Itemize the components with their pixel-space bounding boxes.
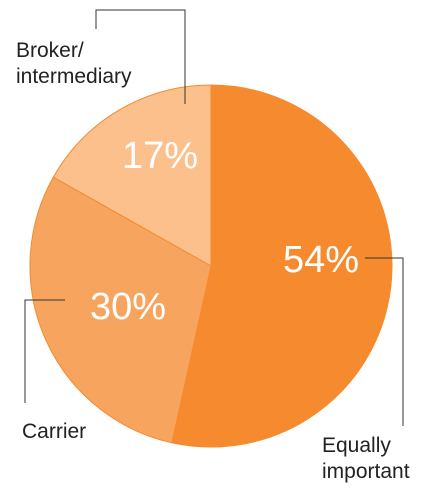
slice-category-label-line: important <box>322 460 410 483</box>
leader-line <box>24 299 65 403</box>
slice-category-label-line: Broker/ <box>16 39 84 62</box>
slice-category-label-line: Carrier <box>22 420 86 443</box>
leader-line <box>95 9 186 104</box>
pie-slices <box>29 84 393 448</box>
leader-line <box>365 257 404 426</box>
slice-value-label: 17% <box>122 135 198 177</box>
slice-category-label: Carrier <box>22 420 86 443</box>
pie-slice-carrier <box>29 176 212 444</box>
slice-category-label: Broker/intermediary <box>16 39 132 88</box>
slice-value-label: 54% <box>283 239 359 281</box>
slice-category-label-line: Equally <box>322 434 391 457</box>
slice-value-label: 30% <box>90 286 166 328</box>
leader-lines <box>24 9 404 426</box>
slice-category-label: Equally important <box>322 434 410 483</box>
percentage-labels: 54% 30% 17% <box>90 135 359 328</box>
slice-category-label-line: intermediary <box>16 65 132 88</box>
pie-slice-equally-important <box>171 84 393 448</box>
category-labels: Equally important Carrier Broker/intermedia… <box>16 39 410 483</box>
pie-slice-broker-intermediary <box>52 84 212 267</box>
